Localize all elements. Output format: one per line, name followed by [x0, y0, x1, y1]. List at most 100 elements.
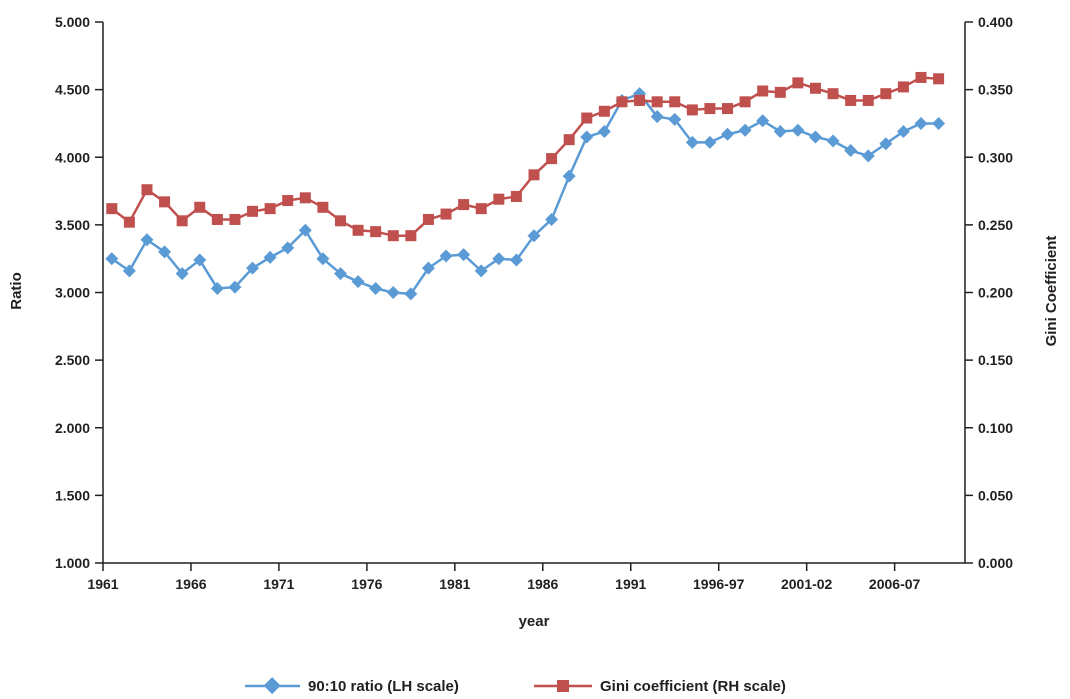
data-point-gini [616, 96, 628, 108]
x-tick-label: 1991 [615, 576, 646, 592]
data-point-gini [897, 81, 909, 93]
data-point-gini [651, 96, 663, 108]
data-point-gini [422, 213, 434, 225]
data-point-ratio [105, 252, 119, 266]
series-line-ratio [111, 92, 939, 296]
data-point-ratio [545, 212, 559, 226]
y2-tick-label: 0.300 [978, 149, 1013, 165]
data-point-ratio [826, 134, 840, 148]
data-point-gini [915, 71, 927, 83]
data-point-ratio [703, 135, 717, 149]
data-point-gini [598, 105, 610, 117]
data-point-gini [528, 169, 540, 181]
data-point-gini [827, 88, 839, 100]
data-point-ratio [580, 130, 594, 144]
data-point-gini [774, 86, 786, 98]
data-point-ratio [773, 125, 787, 139]
data-point-ratio [650, 110, 664, 124]
data-point-gini [352, 224, 364, 236]
data-point-gini [581, 112, 593, 124]
data-point-ratio [351, 275, 365, 289]
y2-tick-label: 0.250 [978, 217, 1013, 233]
data-point-gini [880, 88, 892, 100]
data-point-gini [264, 203, 276, 215]
data-point-gini [211, 213, 223, 225]
data-point-gini [933, 73, 945, 85]
series-layer [105, 71, 946, 301]
data-point-ratio [791, 123, 805, 137]
data-point-gini [493, 193, 505, 205]
data-point-ratio [369, 281, 383, 295]
data-point-gini [845, 94, 857, 106]
data-point-ratio [140, 233, 154, 247]
data-point-gini [317, 201, 329, 213]
legend-item-gini: Gini coefficient (RH scale) [534, 678, 786, 695]
data-point-ratio [439, 249, 453, 263]
data-point-ratio [193, 253, 207, 267]
data-point-ratio [158, 245, 172, 259]
data-point-ratio [721, 127, 735, 141]
data-point-ratio [914, 116, 928, 130]
data-point-gini [669, 96, 681, 108]
data-point-gini [757, 85, 769, 97]
data-point-ratio [246, 261, 260, 275]
y-tick-label: 5.000 [55, 14, 90, 30]
y-tick-label: 3.000 [55, 285, 90, 301]
legend-ratio-label: 90:10 ratio (LH scale) [308, 678, 459, 695]
data-point-gini [229, 213, 241, 225]
y-tick-label: 2.500 [55, 352, 90, 368]
data-point-gini [686, 104, 698, 116]
y-tick-label: 3.500 [55, 217, 90, 233]
axes: 1.000 1.500 2.000 2.500 3.000 3.500 4.000 4.500… [55, 14, 1013, 592]
data-point-ratio [756, 114, 770, 128]
data-point-ratio [527, 229, 541, 243]
data-point-ratio [808, 130, 822, 144]
data-point-ratio [263, 250, 277, 264]
data-point-gini [546, 153, 558, 165]
y-tick-label: 4.000 [55, 149, 90, 165]
data-point-ratio [932, 116, 946, 130]
y-tick-label: 2.000 [55, 420, 90, 436]
data-point-gini [458, 199, 470, 211]
x-tick-label: 1981 [439, 576, 470, 592]
x-tick-label: 1986 [527, 576, 558, 592]
data-point-ratio [210, 281, 224, 295]
x-tick-label: 1971 [263, 576, 294, 592]
data-point-ratio [738, 123, 752, 137]
data-point-ratio [175, 267, 189, 281]
x-tick-label: 1966 [175, 576, 206, 592]
y2-axis-title: Gini Coefficient [1043, 236, 1060, 347]
data-point-ratio [896, 125, 910, 139]
data-point-ratio [457, 248, 471, 262]
data-point-gini [475, 203, 487, 215]
data-point-ratio [333, 267, 347, 281]
data-point-ratio [228, 280, 242, 294]
y-tick-label: 1.000 [55, 555, 90, 571]
data-point-gini [370, 226, 382, 238]
y2-tick-label: 0.100 [978, 420, 1013, 436]
data-point-ratio [509, 253, 523, 267]
data-point-gini [159, 196, 171, 208]
data-point-ratio [386, 286, 400, 299]
x-tick-label: 1996-97 [693, 576, 745, 592]
data-point-gini [387, 230, 399, 242]
data-point-gini [334, 215, 346, 227]
data-point-gini [247, 205, 259, 217]
data-point-gini [282, 195, 294, 207]
data-point-ratio [421, 261, 435, 275]
data-point-gini [123, 216, 135, 228]
y-tick-label: 1.500 [55, 487, 90, 503]
data-point-gini [299, 192, 311, 204]
legend-gini-label: Gini coefficient (RH scale) [600, 678, 786, 695]
y-axis-title: Ratio [8, 272, 25, 310]
y2-tick-label: 0.200 [978, 285, 1013, 301]
y2-tick-label: 0.000 [978, 555, 1013, 571]
data-point-ratio [281, 241, 295, 255]
y2-tick-label: 0.350 [978, 82, 1013, 98]
data-point-ratio [492, 252, 506, 266]
legend-item-ratio: 90:10 ratio (LH scale) [245, 677, 459, 695]
y-tick-label: 4.500 [55, 82, 90, 98]
y2-tick-label: 0.150 [978, 352, 1013, 368]
data-point-gini [440, 208, 452, 220]
